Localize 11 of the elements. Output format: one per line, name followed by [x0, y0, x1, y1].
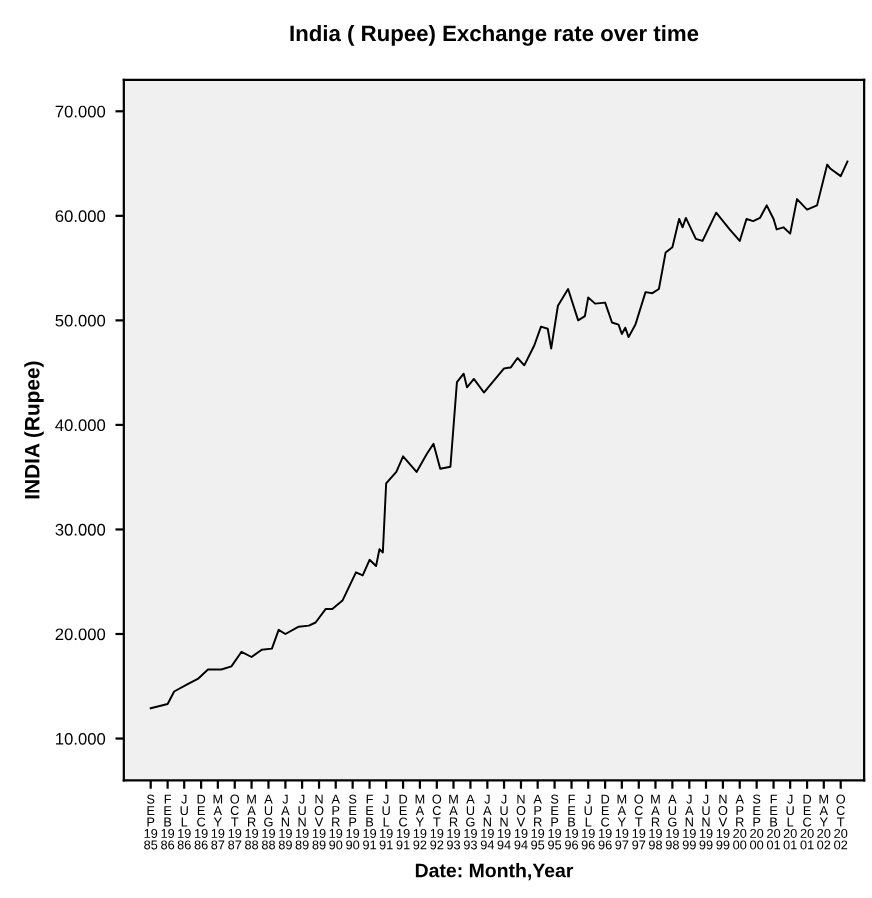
y-tick-label: 50.000 [55, 314, 106, 327]
y-tick-label: 30.000 [55, 523, 106, 536]
y-tick-label: 60.000 [55, 210, 106, 223]
chart-title: India ( Rupee) Exchange rate over time [290, 24, 699, 46]
line-series [149, 160, 849, 710]
y-axis-title: INDIA (Rupee) [24, 361, 44, 499]
y-tick-label: 40.000 [55, 419, 106, 432]
y-tick-label: 20.000 [55, 628, 106, 641]
x-axis-title: Date: Month,Year [415, 863, 574, 881]
y-tick-label: 70.000 [55, 105, 106, 118]
y-tick-label: 10.000 [56, 732, 106, 745]
